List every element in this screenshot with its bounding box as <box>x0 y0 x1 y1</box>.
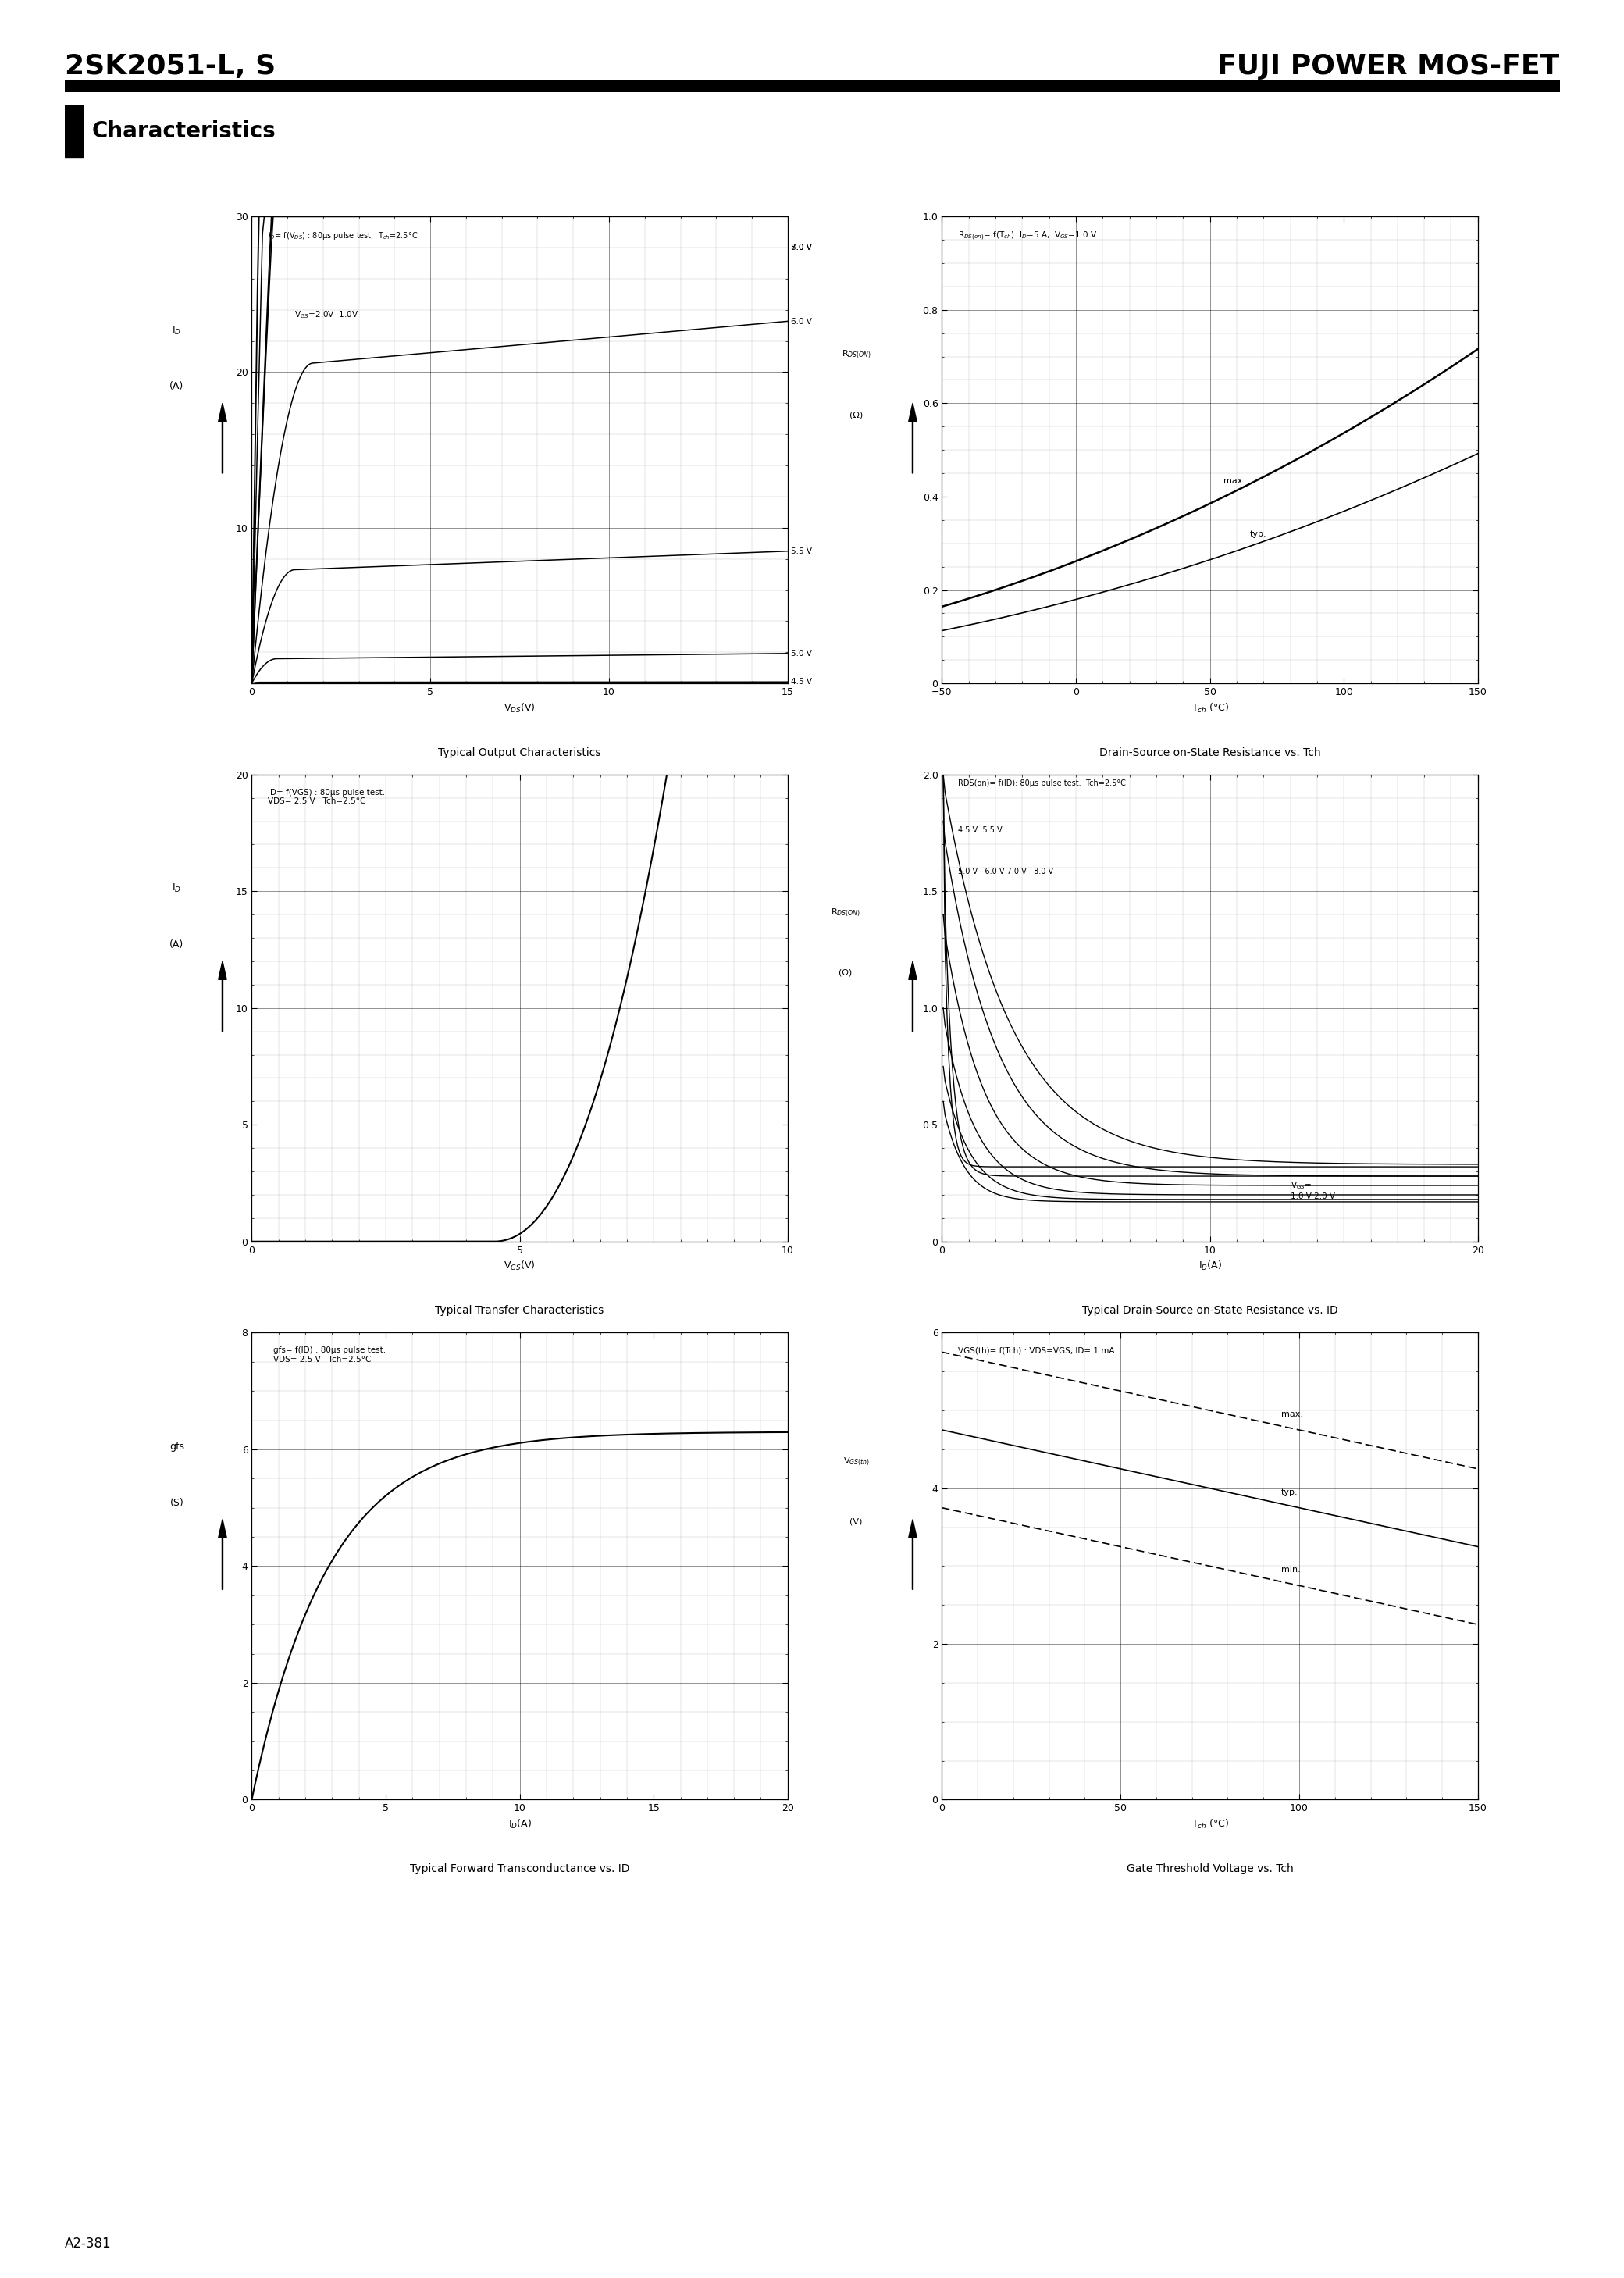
Text: R$_{DS(on)}$= f(T$_{ch}$): I$_D$=5 A,  V$_{GS}$=1.0 V: R$_{DS(on)}$= f(T$_{ch}$): I$_D$=5 A, V$… <box>958 230 1098 241</box>
Text: min.: min. <box>1281 1565 1301 1574</box>
Text: gfs: gfs <box>169 1442 184 1451</box>
Text: VGS(th)= f(Tch) : VDS=VGS, ID= 1 mA: VGS(th)= f(Tch) : VDS=VGS, ID= 1 mA <box>958 1346 1114 1355</box>
Text: FUJI POWER MOS-FET: FUJI POWER MOS-FET <box>1216 52 1559 80</box>
Text: (Ω): (Ω) <box>838 968 853 977</box>
Text: (A): (A) <box>169 939 184 950</box>
X-axis label: T$_{ch}$ (°C): T$_{ch}$ (°C) <box>1190 1818 1229 1832</box>
Text: Typical Output Characteristics: Typical Output Characteristics <box>438 747 601 759</box>
X-axis label: V$_{DS}$(V): V$_{DS}$(V) <box>503 702 536 715</box>
Text: $\it{I}$$_D$= f(V$_{DS}$) : 80μs pulse test,  T$_{ch}$=2.5°C: $\it{I}$$_D$= f(V$_{DS}$) : 80μs pulse t… <box>268 230 417 241</box>
Text: 2SK2051-L, S: 2SK2051-L, S <box>65 52 276 80</box>
Text: Typical Drain-Source on-State Resistance vs. ID: Typical Drain-Source on-State Resistance… <box>1082 1305 1338 1317</box>
Text: 4.5 V: 4.5 V <box>791 679 812 686</box>
Text: 8.0 V: 8.0 V <box>791 244 812 251</box>
Text: max.: max. <box>1223 476 1246 485</box>
X-axis label: I$_D$(A): I$_D$(A) <box>1199 1260 1221 1273</box>
Text: V$_{GS}$=
1.0 V 2.0 V: V$_{GS}$= 1.0 V 2.0 V <box>1289 1180 1335 1201</box>
Text: Typical Transfer Characteristics: Typical Transfer Characteristics <box>435 1305 604 1317</box>
Text: 7.0 V: 7.0 V <box>791 244 812 251</box>
Text: 6.0 V: 6.0 V <box>791 317 812 326</box>
Text: gfs= f(ID) : 80μs pulse test.
VDS= 2.5 V   Tch=2.5°C: gfs= f(ID) : 80μs pulse test. VDS= 2.5 V… <box>273 1346 385 1365</box>
Bar <box>65 105 83 157</box>
Text: A2-381: A2-381 <box>65 2237 112 2251</box>
Text: R$_{DS(ON)}$: R$_{DS(ON)}$ <box>830 907 861 918</box>
Text: 4.5 V  5.5 V: 4.5 V 5.5 V <box>958 827 1002 834</box>
Text: ID= f(VGS) : 80μs pulse test.
VDS= 2.5 V   Tch=2.5°C: ID= f(VGS) : 80μs pulse test. VDS= 2.5 V… <box>268 788 385 806</box>
Text: V$_{GS(th)}$: V$_{GS(th)}$ <box>843 1456 869 1467</box>
Text: Typical Forward Transconductance vs. ID: Typical Forward Transconductance vs. ID <box>409 1863 630 1875</box>
Text: typ.: typ. <box>1250 531 1267 538</box>
X-axis label: V$_{GS}$(V): V$_{GS}$(V) <box>503 1260 536 1273</box>
Text: 5.5 V: 5.5 V <box>791 547 812 556</box>
Text: V$_{GS}$=2.0V  1.0V: V$_{GS}$=2.0V 1.0V <box>294 310 359 321</box>
Text: (V): (V) <box>849 1517 862 1526</box>
Text: max.: max. <box>1281 1410 1302 1419</box>
Text: 5.0 V: 5.0 V <box>791 649 812 658</box>
Text: I$_D$: I$_D$ <box>172 882 182 895</box>
Text: RDS(on)= f(ID): 80μs pulse test.  Tch=2.5°C: RDS(on)= f(ID): 80μs pulse test. Tch=2.5… <box>958 779 1125 786</box>
Text: Drain-Source on-State Resistance vs. Tch: Drain-Source on-State Resistance vs. Tch <box>1099 747 1320 759</box>
X-axis label: I$_D$(A): I$_D$(A) <box>508 1818 531 1832</box>
Text: I$_D$: I$_D$ <box>172 323 182 337</box>
Text: Characteristics: Characteristics <box>93 121 276 141</box>
Text: (Ω): (Ω) <box>849 410 862 419</box>
Text: R$_{DS(ON)}$: R$_{DS(ON)}$ <box>841 349 870 360</box>
Text: Gate Threshold Voltage vs. Tch: Gate Threshold Voltage vs. Tch <box>1127 1863 1293 1875</box>
X-axis label: T$_{ch}$ (°C): T$_{ch}$ (°C) <box>1190 702 1229 715</box>
Text: (A): (A) <box>169 380 184 392</box>
Text: typ.: typ. <box>1281 1488 1298 1497</box>
Text: (S): (S) <box>171 1497 184 1508</box>
Text: 5.0 V   6.0 V 7.0 V   8.0 V: 5.0 V 6.0 V 7.0 V 8.0 V <box>958 868 1054 875</box>
